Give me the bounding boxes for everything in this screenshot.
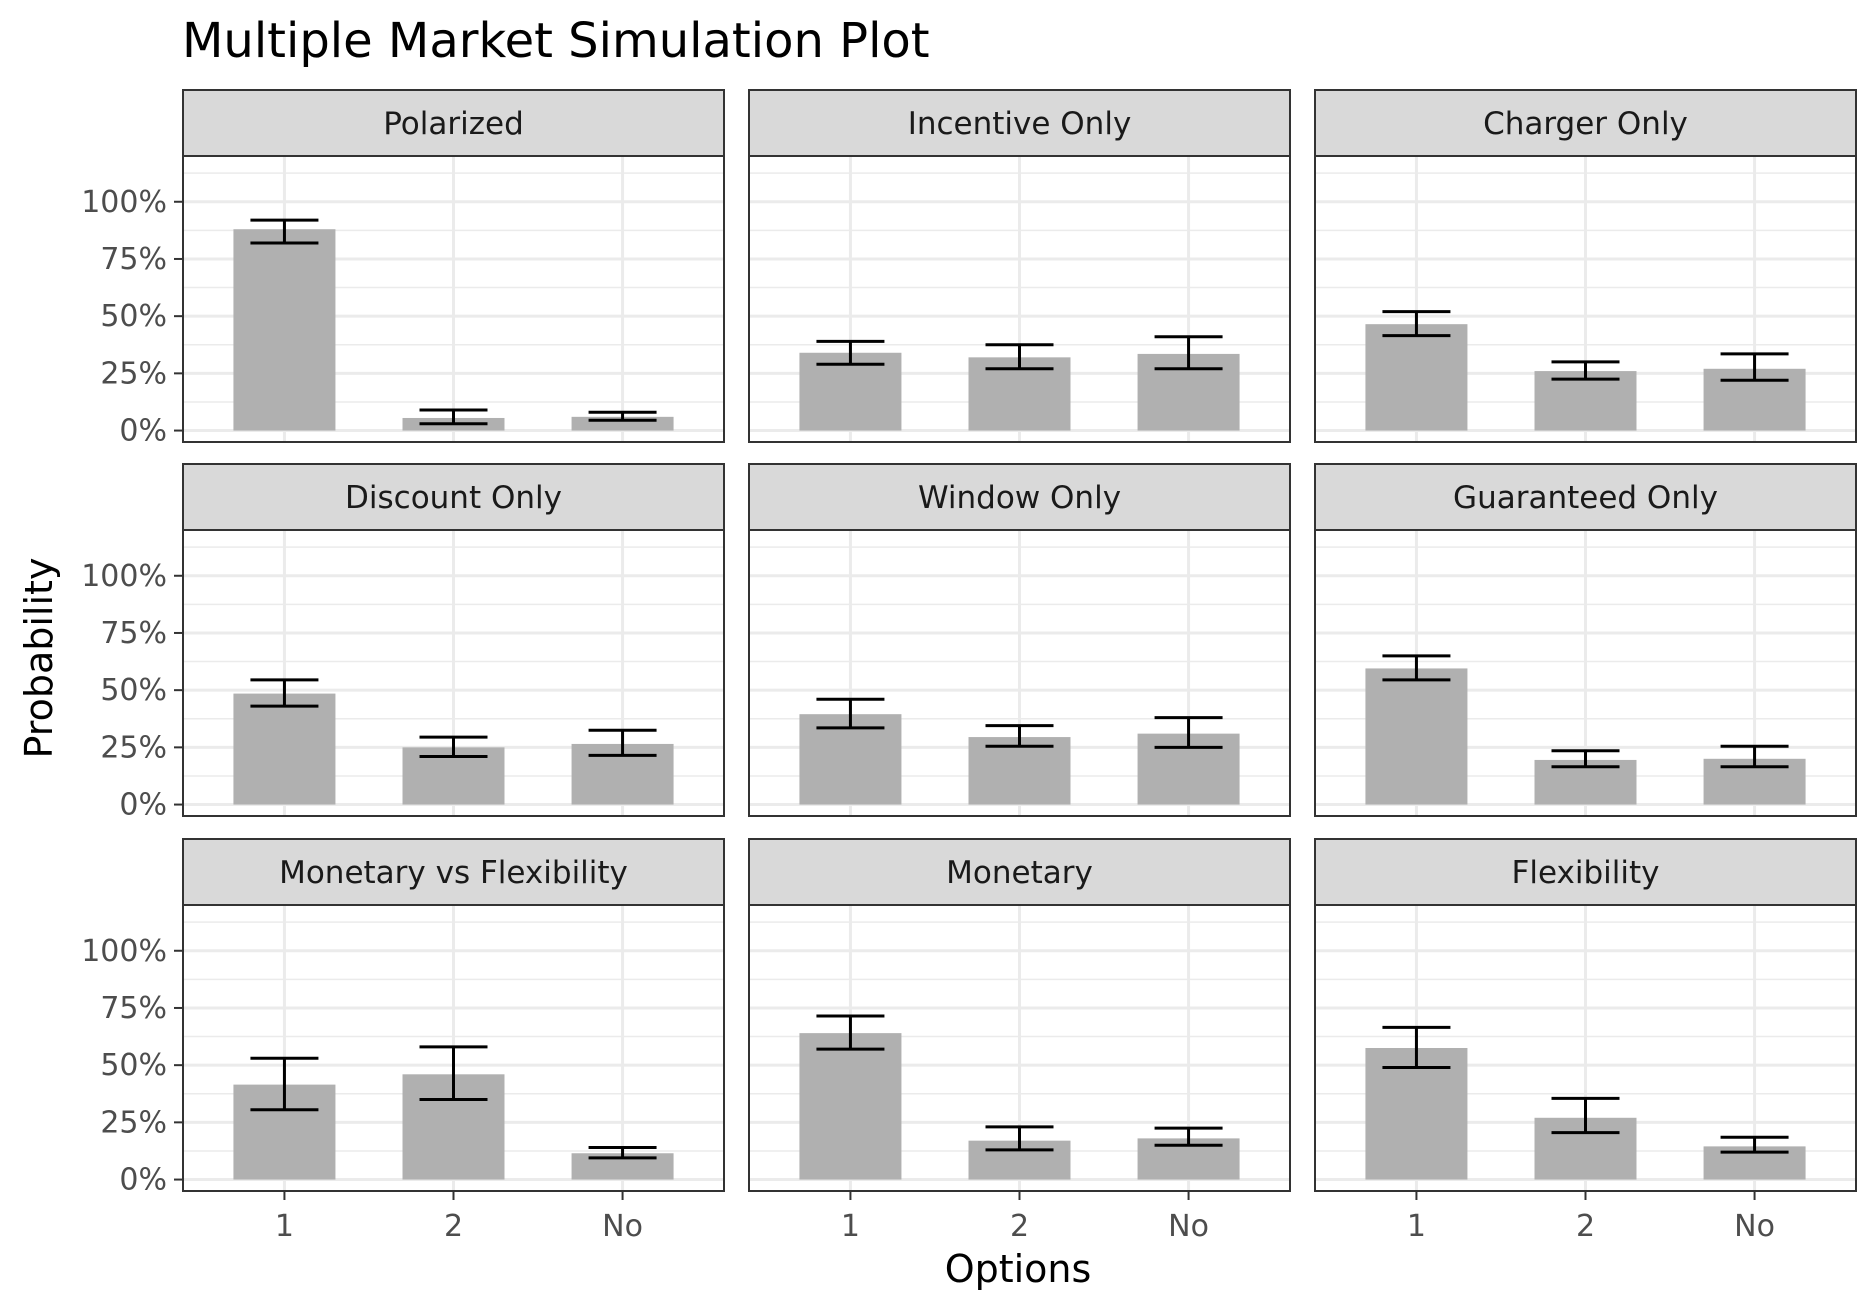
facet-window-only: Window Only [748, 463, 1291, 817]
error-bar [419, 735, 488, 759]
y-tick-label: 50% [100, 673, 167, 708]
y-tick-label: 50% [100, 1048, 167, 1083]
chart-title: Multiple Market Simulation Plot [182, 13, 930, 69]
error-bar [985, 1125, 1054, 1152]
facet-strip [748, 838, 1291, 906]
error-bar [816, 339, 885, 366]
x-tick-label: 1 [1407, 1209, 1426, 1244]
panel-border [182, 155, 725, 443]
bar [968, 737, 1071, 805]
error-bar [1382, 654, 1451, 682]
x-tick-label: No [602, 1209, 643, 1244]
x-tick-label: 1 [841, 1209, 860, 1244]
facet-strip-label: Charger Only [1483, 106, 1688, 142]
facet-monetary-vs-flexibility: Monetary vs Flexibility 0% 25% 50% 75% 100% 1 2… [81, 838, 725, 1244]
y-tick-label: 50% [100, 299, 167, 334]
error-bar [419, 1045, 488, 1101]
facet-strip-label: Flexibility [1512, 855, 1660, 891]
y-tick-label: 75% [100, 991, 167, 1026]
facet-guaranteed-only: Guaranteed Only [1314, 463, 1857, 817]
facet-strip [182, 89, 725, 157]
facet-strip [1314, 89, 1857, 157]
error-bar [250, 218, 319, 245]
facet-monetary: Monetary 1 2 No [748, 838, 1291, 1244]
error-bar [1154, 1126, 1223, 1147]
error-bar [1382, 310, 1451, 338]
facet-discount-only: Discount Only 0% 25% 50% 75% 100% [81, 463, 725, 823]
error-bar [1551, 360, 1620, 381]
y-tick-label: 75% [100, 616, 167, 651]
error-bar [250, 678, 319, 708]
bar [233, 229, 336, 431]
y-tick-label: 0% [119, 1163, 167, 1198]
facet-incentive-only: Incentive Only [748, 89, 1291, 443]
y-tick-label: 100% [81, 934, 167, 969]
facet-flexibility: Flexibility 1 2 No [1314, 838, 1857, 1244]
y-tick-label: 25% [100, 730, 167, 765]
panel-border [748, 155, 1291, 443]
panel-border [1314, 529, 1857, 817]
facet-charger-only: Charger Only [1314, 89, 1857, 443]
facet-polarized: Polarized 0% 25% 50% 75% 100% [81, 89, 725, 449]
bar [1365, 668, 1468, 805]
x-tick-label: No [1168, 1209, 1209, 1244]
facet-strip-label: Discount Only [345, 480, 562, 516]
x-tick-label: 1 [275, 1209, 294, 1244]
facet-strip-label: Guaranteed Only [1453, 480, 1718, 516]
x-tick-label: 2 [1576, 1209, 1595, 1244]
bar [233, 693, 336, 805]
facet-strip [748, 89, 1291, 157]
error-bar [1154, 716, 1223, 749]
x-tick-label: No [1734, 1209, 1775, 1244]
y-tick-label: 100% [81, 559, 167, 594]
error-bar [250, 1056, 319, 1112]
y-tick-label: 100% [81, 185, 167, 220]
facet-strip [1314, 463, 1857, 531]
facet-strip-label: Polarized [383, 106, 524, 142]
panel-border [748, 529, 1291, 817]
facet-strip [1314, 838, 1857, 906]
y-tick-label: 0% [119, 414, 167, 449]
bar [1534, 371, 1637, 431]
bar [1365, 1048, 1468, 1180]
error-bar [816, 1014, 885, 1051]
y-tick-label: 0% [119, 788, 167, 823]
error-bar [1720, 1135, 1789, 1154]
panel-border [182, 529, 725, 817]
error-bar [1382, 1025, 1451, 1069]
error-bar [588, 728, 657, 757]
error-bar [1551, 749, 1620, 769]
y-axis-title: Probability [17, 558, 61, 759]
error-bar [588, 410, 657, 422]
bar [799, 352, 902, 431]
facet-strip [182, 838, 725, 906]
x-axis-title: Options [945, 1247, 1092, 1291]
x-tick-label: 2 [1010, 1209, 1029, 1244]
error-bar [1154, 335, 1223, 371]
facet-strip-label: Monetary vs Flexibility [279, 855, 628, 891]
error-bar [985, 343, 1054, 371]
y-tick-label: 75% [100, 242, 167, 277]
panel-border [1314, 155, 1857, 443]
facet-strip-label: Incentive Only [908, 106, 1132, 142]
x-tick-label: 2 [444, 1209, 463, 1244]
error-bar [1720, 352, 1789, 382]
error-bar [985, 724, 1054, 748]
error-bar [1551, 1096, 1620, 1135]
facet-strip-label: Monetary [946, 855, 1093, 891]
error-bar [588, 1146, 657, 1160]
facet-panels: Polarized 0% 25% 50% 75% 100% Incentive Only Ch… [81, 89, 1857, 1244]
error-bar [1720, 744, 1789, 769]
y-tick-label: 25% [100, 1105, 167, 1140]
bar [1365, 324, 1468, 431]
error-bar [419, 408, 488, 426]
error-bar [816, 697, 885, 730]
bar [799, 1033, 902, 1180]
facet-strip [748, 463, 1291, 531]
y-tick-label: 25% [100, 356, 167, 391]
facet-strip-label: Window Only [918, 480, 1121, 516]
